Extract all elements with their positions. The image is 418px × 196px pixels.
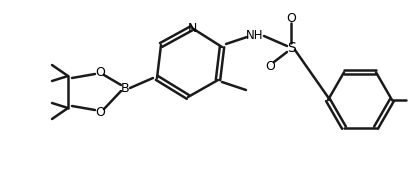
Text: O: O: [95, 65, 105, 79]
Text: B: B: [121, 82, 129, 94]
Text: O: O: [265, 60, 275, 73]
Text: O: O: [286, 12, 296, 24]
Text: N: N: [187, 22, 197, 34]
Text: O: O: [95, 105, 105, 119]
Text: S: S: [287, 41, 296, 55]
Text: NH: NH: [246, 28, 264, 42]
